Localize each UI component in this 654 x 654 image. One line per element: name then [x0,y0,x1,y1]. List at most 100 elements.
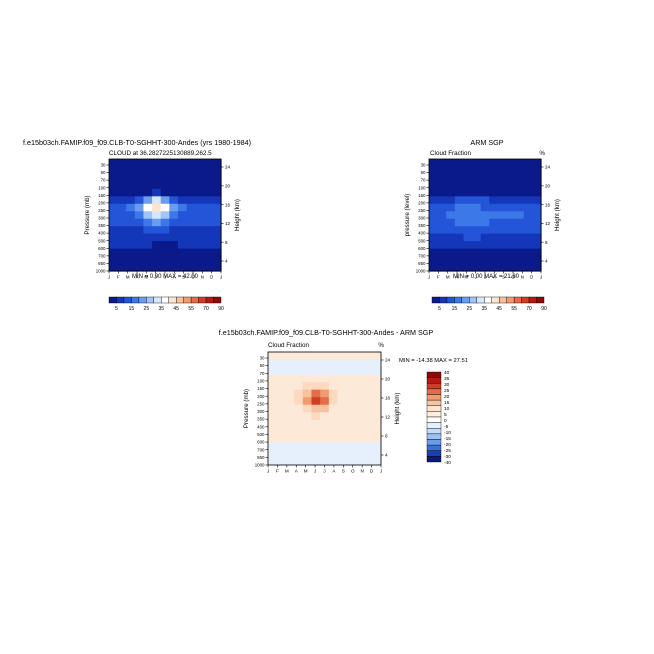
contour-cell [515,248,525,257]
contour-cell [523,188,533,197]
contour-cell [480,241,490,250]
colorbar-label: 35 [481,306,487,312]
x-tick-label: J [323,469,325,474]
contour-cell [276,389,286,398]
x-tick-label: J [155,275,157,280]
contour-cell [346,427,356,436]
colorbar-swatch [108,296,117,304]
contour-cell [489,256,499,265]
contour-cell [523,218,533,227]
contour-cell [497,188,508,197]
contour-cell [497,211,508,220]
contour-cell [363,389,373,398]
height-tick-label: 8 [225,240,228,245]
contour-cell [126,203,136,212]
x-tick-label: J [314,469,316,474]
contour-cell [311,374,321,383]
contour-cell [134,248,145,257]
contour-cell [152,226,162,235]
y-tick-label: 200 [98,200,106,205]
contour-cell [195,196,205,205]
contour-cell [186,218,196,227]
contour-cell [437,256,447,265]
contour-cell [446,196,456,205]
contour-cell [515,211,525,220]
contour-cell [285,352,295,361]
contour-cell [212,256,222,265]
contour-cell [480,181,490,190]
contour-cell [160,263,170,272]
contour-cell [203,256,213,265]
contour-cell [337,427,347,436]
contour-cell [354,389,365,398]
contour-cell [454,159,465,168]
contour-cell [109,263,119,272]
contour-cell [268,419,278,428]
contour-cell [134,233,145,242]
panel-title: f.e15b03ch.FAMIP.f09_f09.CLB-T0-SGHHT-30… [219,328,434,337]
contour-field [268,352,382,466]
contour-cell [285,427,295,436]
colorbar-swatch [426,394,442,401]
contour-cell [134,188,145,197]
contour-cell [429,166,439,175]
contour-cell [532,241,542,250]
contour-cell [437,173,447,182]
contour-cell [212,196,222,205]
x-tick-label: A [455,275,459,280]
contour-cell [212,233,222,242]
contour-cell [126,181,136,190]
contour-cell [437,263,447,272]
contour-cell [489,218,499,227]
contour-cell [276,404,286,413]
contour-cell [285,374,295,383]
contour-cell [134,226,145,235]
x-tick-label: N [521,275,524,280]
height-tick-label: 4 [385,453,388,458]
contour-cell [497,226,508,235]
contour-cell [337,412,347,421]
contour-cell [515,263,525,272]
contour-cell [143,196,153,205]
contour-cell [489,159,499,168]
y-tick-label: 600 [418,246,426,251]
contour-cell [506,211,516,220]
contour-cell [337,434,347,443]
contour-cell [354,419,365,428]
contour-cell [328,389,339,398]
contour-cell [302,412,313,421]
contour-cell [311,389,321,398]
contour-cell [294,389,304,398]
contour-cell [532,233,542,242]
contour-cell [169,181,179,190]
contour-cell [177,196,188,205]
contour-cell [186,256,196,265]
contour-cell [177,173,188,182]
height-tick-label: 4 [225,259,228,264]
contour-cell [523,248,533,257]
colorbar-label: -40 [444,460,451,466]
contour-cell [489,263,499,272]
contour-cell [320,389,330,398]
contour-cell [372,427,382,436]
contour-cell [109,256,119,265]
contour-cell [203,203,213,212]
contour-cell [276,427,286,436]
contour-cell [446,233,456,242]
contour-cell [169,233,179,242]
contour-cell [489,248,499,257]
contour-cell [294,352,304,361]
contour-cell [320,427,330,436]
contour-cell [177,166,188,175]
contour-cell [126,226,136,235]
contour-cell [311,352,321,361]
contour-cell [311,382,321,391]
contour-cell [328,397,339,406]
contour-cell [523,226,533,235]
panel-subtitle-right: % [539,150,545,157]
y-tick-label: 30 [421,163,426,168]
x-tick-label: A [295,469,299,474]
contour-cell [480,211,490,220]
x-tick-label: A [173,275,177,280]
contour-cell [169,166,179,175]
